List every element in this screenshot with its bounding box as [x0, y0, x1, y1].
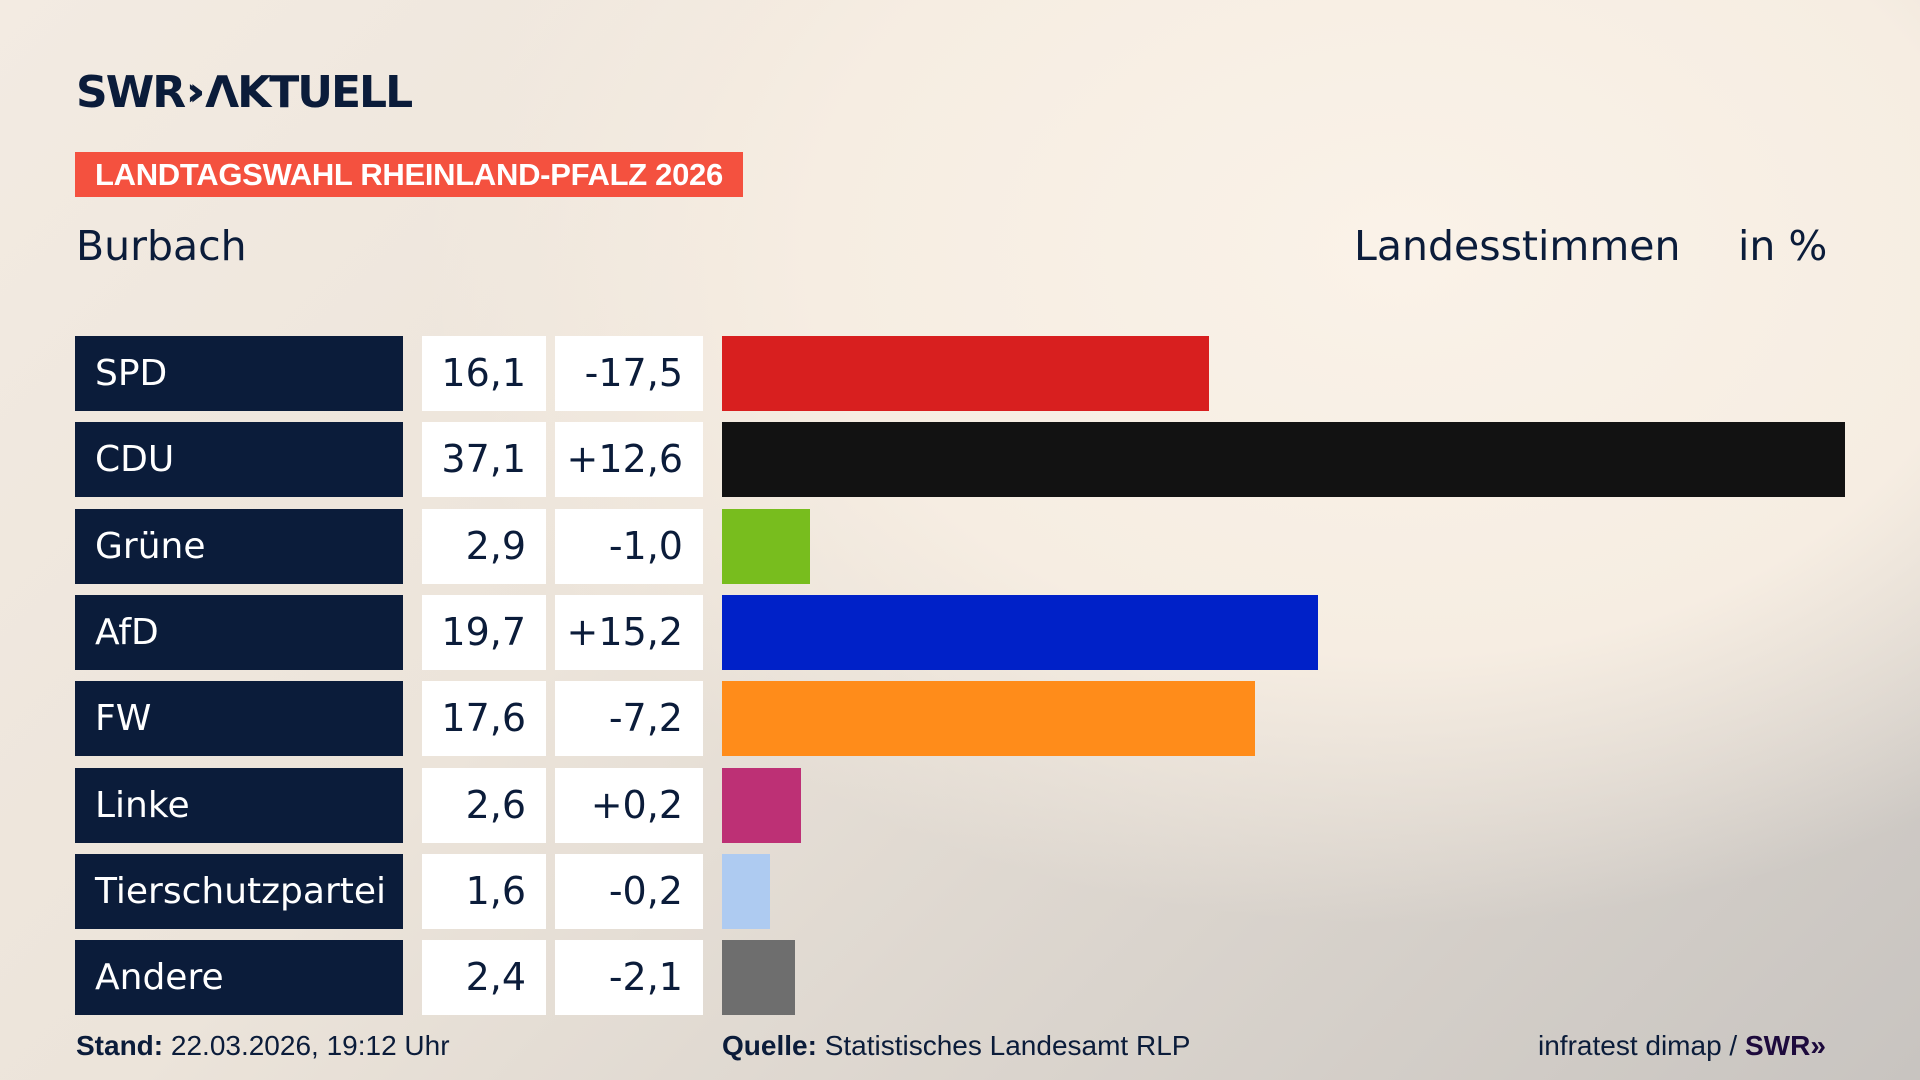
credit-text: infratest dimap /	[1538, 1030, 1738, 1061]
vote-change: -7,2	[555, 681, 703, 757]
stand-label: Stand:	[76, 1030, 164, 1061]
vote-share: 2,6	[422, 767, 546, 843]
stand-value: 22.03.2026, 19:12 Uhr	[170, 1030, 450, 1061]
vote-change: -2,1	[555, 940, 703, 1016]
region-title: Burbach	[76, 222, 247, 270]
chevrons-icon: ››	[186, 69, 205, 115]
vote-share: 37,1	[422, 422, 546, 498]
bar-spd	[722, 336, 1210, 411]
bar-afd	[722, 594, 1319, 670]
election-banner: LANDTAGSWAHL RHEINLAND-PFALZ 2026	[75, 152, 743, 197]
party-name: Tierschutzpartei	[75, 853, 403, 929]
source-value: Statistisches Landesamt RLP	[824, 1030, 1191, 1061]
swr-logo: SWR»	[1744, 1030, 1826, 1061]
bar-grüne	[722, 508, 810, 584]
unit-label: in %	[1738, 222, 1828, 270]
bar-linke	[722, 767, 801, 843]
party-name: Andere	[75, 940, 403, 1016]
vote-share: 2,4	[422, 940, 546, 1016]
timestamp: Stand: 22.03.2026, 19:12 Uhr	[76, 1030, 450, 1062]
bar-tierschutzpartei	[722, 853, 771, 929]
bar-fw	[722, 681, 1255, 757]
vote-share: 17,6	[422, 681, 546, 757]
party-name: Grüne	[75, 508, 403, 584]
vote-share: 19,7	[422, 594, 546, 670]
swr-aktuell-logo: SWR ›› ΛKTUELL	[76, 66, 413, 118]
party-name: SPD	[75, 336, 403, 411]
vote-change: +0,2	[555, 767, 703, 843]
vote-type-label: Landesstimmen	[1354, 222, 1681, 270]
bar-cdu	[722, 422, 1845, 498]
party-name: FW	[75, 681, 403, 757]
source: Quelle: Statistisches Landesamt RLP	[722, 1030, 1190, 1062]
vote-change: -0,2	[555, 853, 703, 929]
vote-share: 1,6	[422, 853, 546, 929]
vote-change: +12,6	[555, 422, 703, 498]
vote-share: 16,1	[422, 336, 546, 411]
party-name: CDU	[75, 422, 403, 498]
bar-andere	[722, 940, 795, 1016]
party-name: Linke	[75, 767, 403, 843]
party-name: AfD	[75, 594, 403, 670]
vote-change: -1,0	[555, 508, 703, 584]
vote-change: -17,5	[555, 336, 703, 411]
source-label: Quelle:	[722, 1030, 817, 1061]
vote-change: +15,2	[555, 594, 703, 670]
credit: infratest dimap / SWR»	[1538, 1030, 1826, 1062]
vote-share: 2,9	[422, 508, 546, 584]
